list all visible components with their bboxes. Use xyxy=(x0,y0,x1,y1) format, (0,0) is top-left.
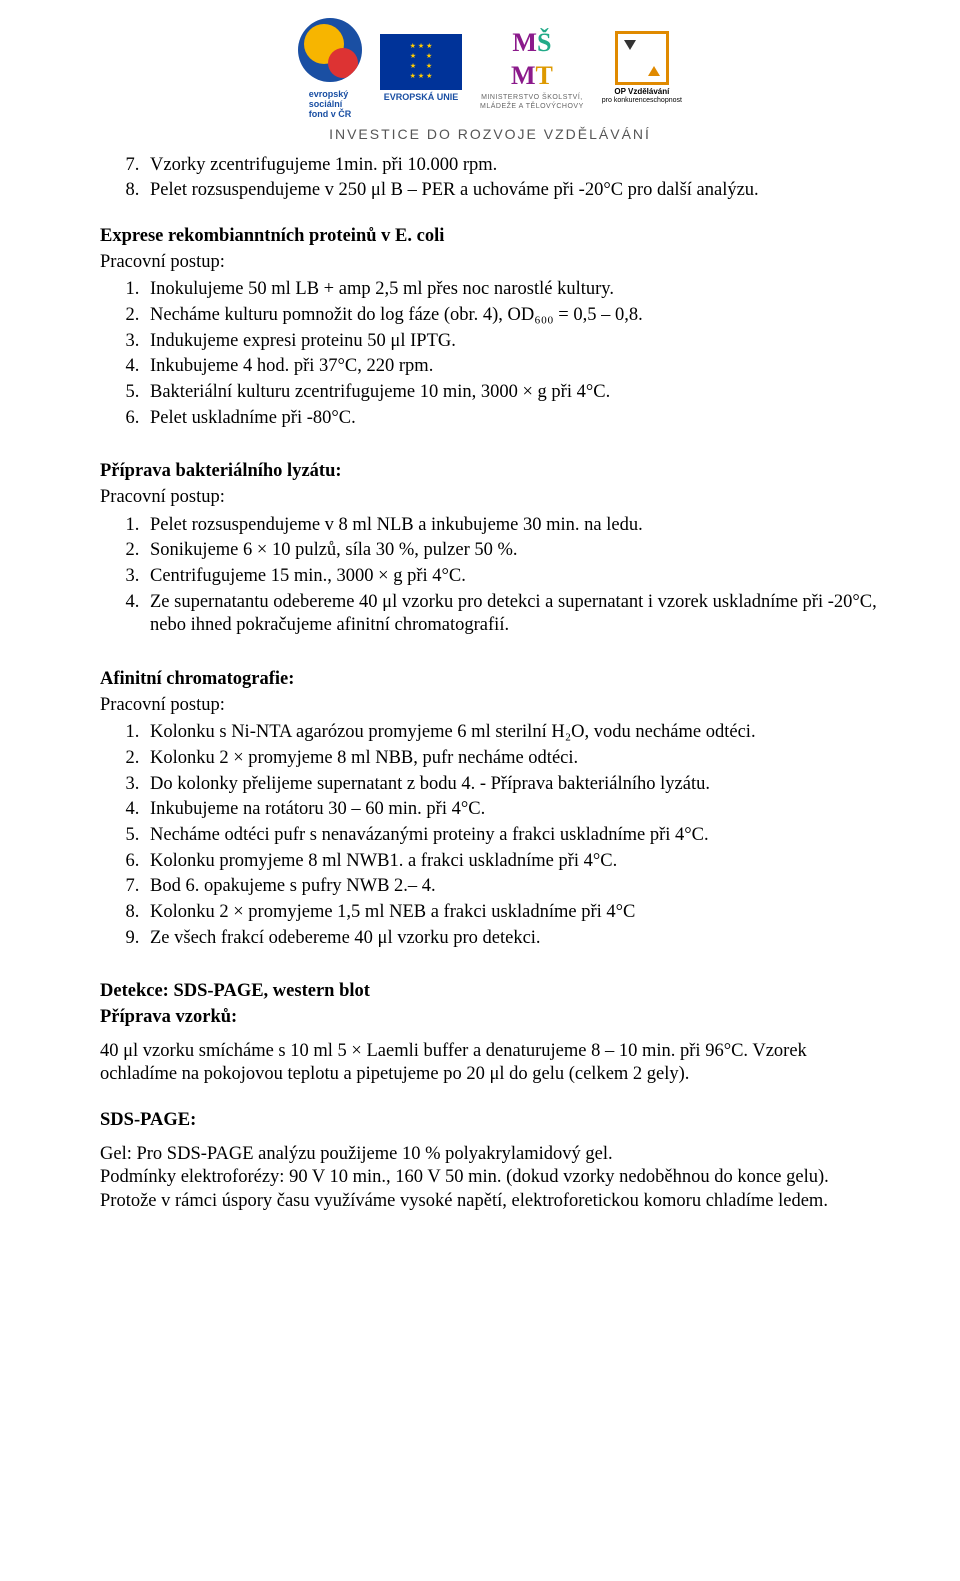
list-item: Do kolonky přelijeme supernatant z bodu … xyxy=(144,773,880,797)
list-item: Necháme odtéci pufr s nenavázanými prote… xyxy=(144,824,880,848)
msmt-logo: MŠMT MINISTERSTVO ŠKOLSTVÍ, MLÁDEŽE A TĚ… xyxy=(480,26,584,112)
list-item: Inkubujeme na rotátoru 30 – 60 min. při … xyxy=(144,798,880,822)
afin-list: Kolonku s Ni-NTA agarózou promyjeme 6 ml… xyxy=(100,721,880,950)
list-item: Kolonku 2 × promyjeme 8 ml NBB, pufr nec… xyxy=(144,747,880,771)
lyzat-sub: Pracovní postup: xyxy=(100,486,880,510)
sds-para: Gel: Pro SDS-PAGE analýzu použijeme 10 %… xyxy=(100,1143,880,1214)
list-item: Bod 6. opakujeme s pufry NWB 2.– 4. xyxy=(144,875,880,899)
list-item: Inkubujeme 4 hod. při 37°C, 220 rpm. xyxy=(144,355,880,379)
msmt-sub: MINISTERSTVO ŠKOLSTVÍ, MLÁDEŽE A TĚLOVÝC… xyxy=(480,94,584,112)
esf-swirl-icon xyxy=(298,18,362,82)
esf-logo: evropský sociální fond v ČR xyxy=(298,18,362,120)
eu-logo: EVROPSKÁ UNIE xyxy=(380,34,462,104)
list-item: Necháme kulturu pomnožit do log fáze (ob… xyxy=(144,304,880,328)
list-item: Kolonku promyjeme 8 ml NWB1. a frakci us… xyxy=(144,850,880,874)
list-item: Pelet rozsuspendujeme v 8 ml NLB a inkub… xyxy=(144,514,880,538)
afin-title: Afinitní chromatografie: xyxy=(100,668,880,692)
sds-title: SDS-PAGE: xyxy=(100,1109,880,1133)
list-item: Centrifugujeme 15 min., 3000 × g při 4°C… xyxy=(144,565,880,589)
exprese-list: Inokulujeme 50 ml LB + amp 2,5 ml přes n… xyxy=(100,278,880,430)
list-item: Kolonku s Ni-NTA agarózou promyjeme 6 ml… xyxy=(144,721,880,745)
list-item: Sonikujeme 6 × 10 pulzů, síla 30 %, pulz… xyxy=(144,539,880,563)
detekce-title: Detekce: SDS-PAGE, western blot xyxy=(100,980,880,1004)
exprese-title: Exprese rekombianntních proteinů v E. co… xyxy=(100,225,880,249)
op-line1: OP Vzdělávání xyxy=(614,87,669,97)
op-line2: pro konkurenceschopnost xyxy=(602,97,682,106)
header-logo-row: evropský sociální fond v ČR EVROPSKÁ UNI… xyxy=(100,0,880,126)
list-item: Pelet rozsuspendujeme v 250 μl B – PER a… xyxy=(144,179,880,203)
op-logo: OP Vzdělávání pro konkurenceschopnost xyxy=(602,31,682,106)
list-item: Pelet uskladníme při -80°C. xyxy=(144,407,880,431)
list-item: Vzorky zcentrifugujeme 1min. při 10.000 … xyxy=(144,154,880,178)
exprese-sub: Pracovní postup: xyxy=(100,251,880,275)
top-list: Vzorky zcentrifugujeme 1min. při 10.000 … xyxy=(100,154,880,203)
list-item: Indukujeme expresi proteinu 50 μl IPTG. xyxy=(144,330,880,354)
list-item: Inokulujeme 50 ml LB + amp 2,5 ml přes n… xyxy=(144,278,880,302)
esf-label: evropský sociální fond v ČR xyxy=(309,90,352,120)
msmt-icon: MŠMT xyxy=(511,26,553,93)
detekce-sub: Příprava vzorků: xyxy=(100,1006,880,1030)
list-item: Ze supernatantu odebereme 40 μl vzorku p… xyxy=(144,591,880,638)
list-item: Kolonku 2 × promyjeme 1,5 ml NEB a frakc… xyxy=(144,901,880,925)
header-caption: INVESTICE DO ROZVOJE VZDĚLÁVÁNÍ xyxy=(100,126,880,144)
document-page: evropský sociální fond v ČR EVROPSKÁ UNI… xyxy=(0,0,960,1264)
lyzat-title: Příprava bakteriálního lyzátu: xyxy=(100,460,880,484)
op-square-icon xyxy=(615,31,669,85)
list-item: Bakteriální kulturu zcentrifugujeme 10 m… xyxy=(144,381,880,405)
afin-sub: Pracovní postup: xyxy=(100,694,880,718)
list-item: Ze všech frakcí odebereme 40 μl vzorku p… xyxy=(144,927,880,951)
eu-label: EVROPSKÁ UNIE xyxy=(384,92,459,104)
eu-flag-icon xyxy=(380,34,462,90)
detekce-para: 40 μl vzorku smícháme s 10 ml 5 × Laemli… xyxy=(100,1040,880,1087)
lyzat-list: Pelet rozsuspendujeme v 8 ml NLB a inkub… xyxy=(100,514,880,638)
